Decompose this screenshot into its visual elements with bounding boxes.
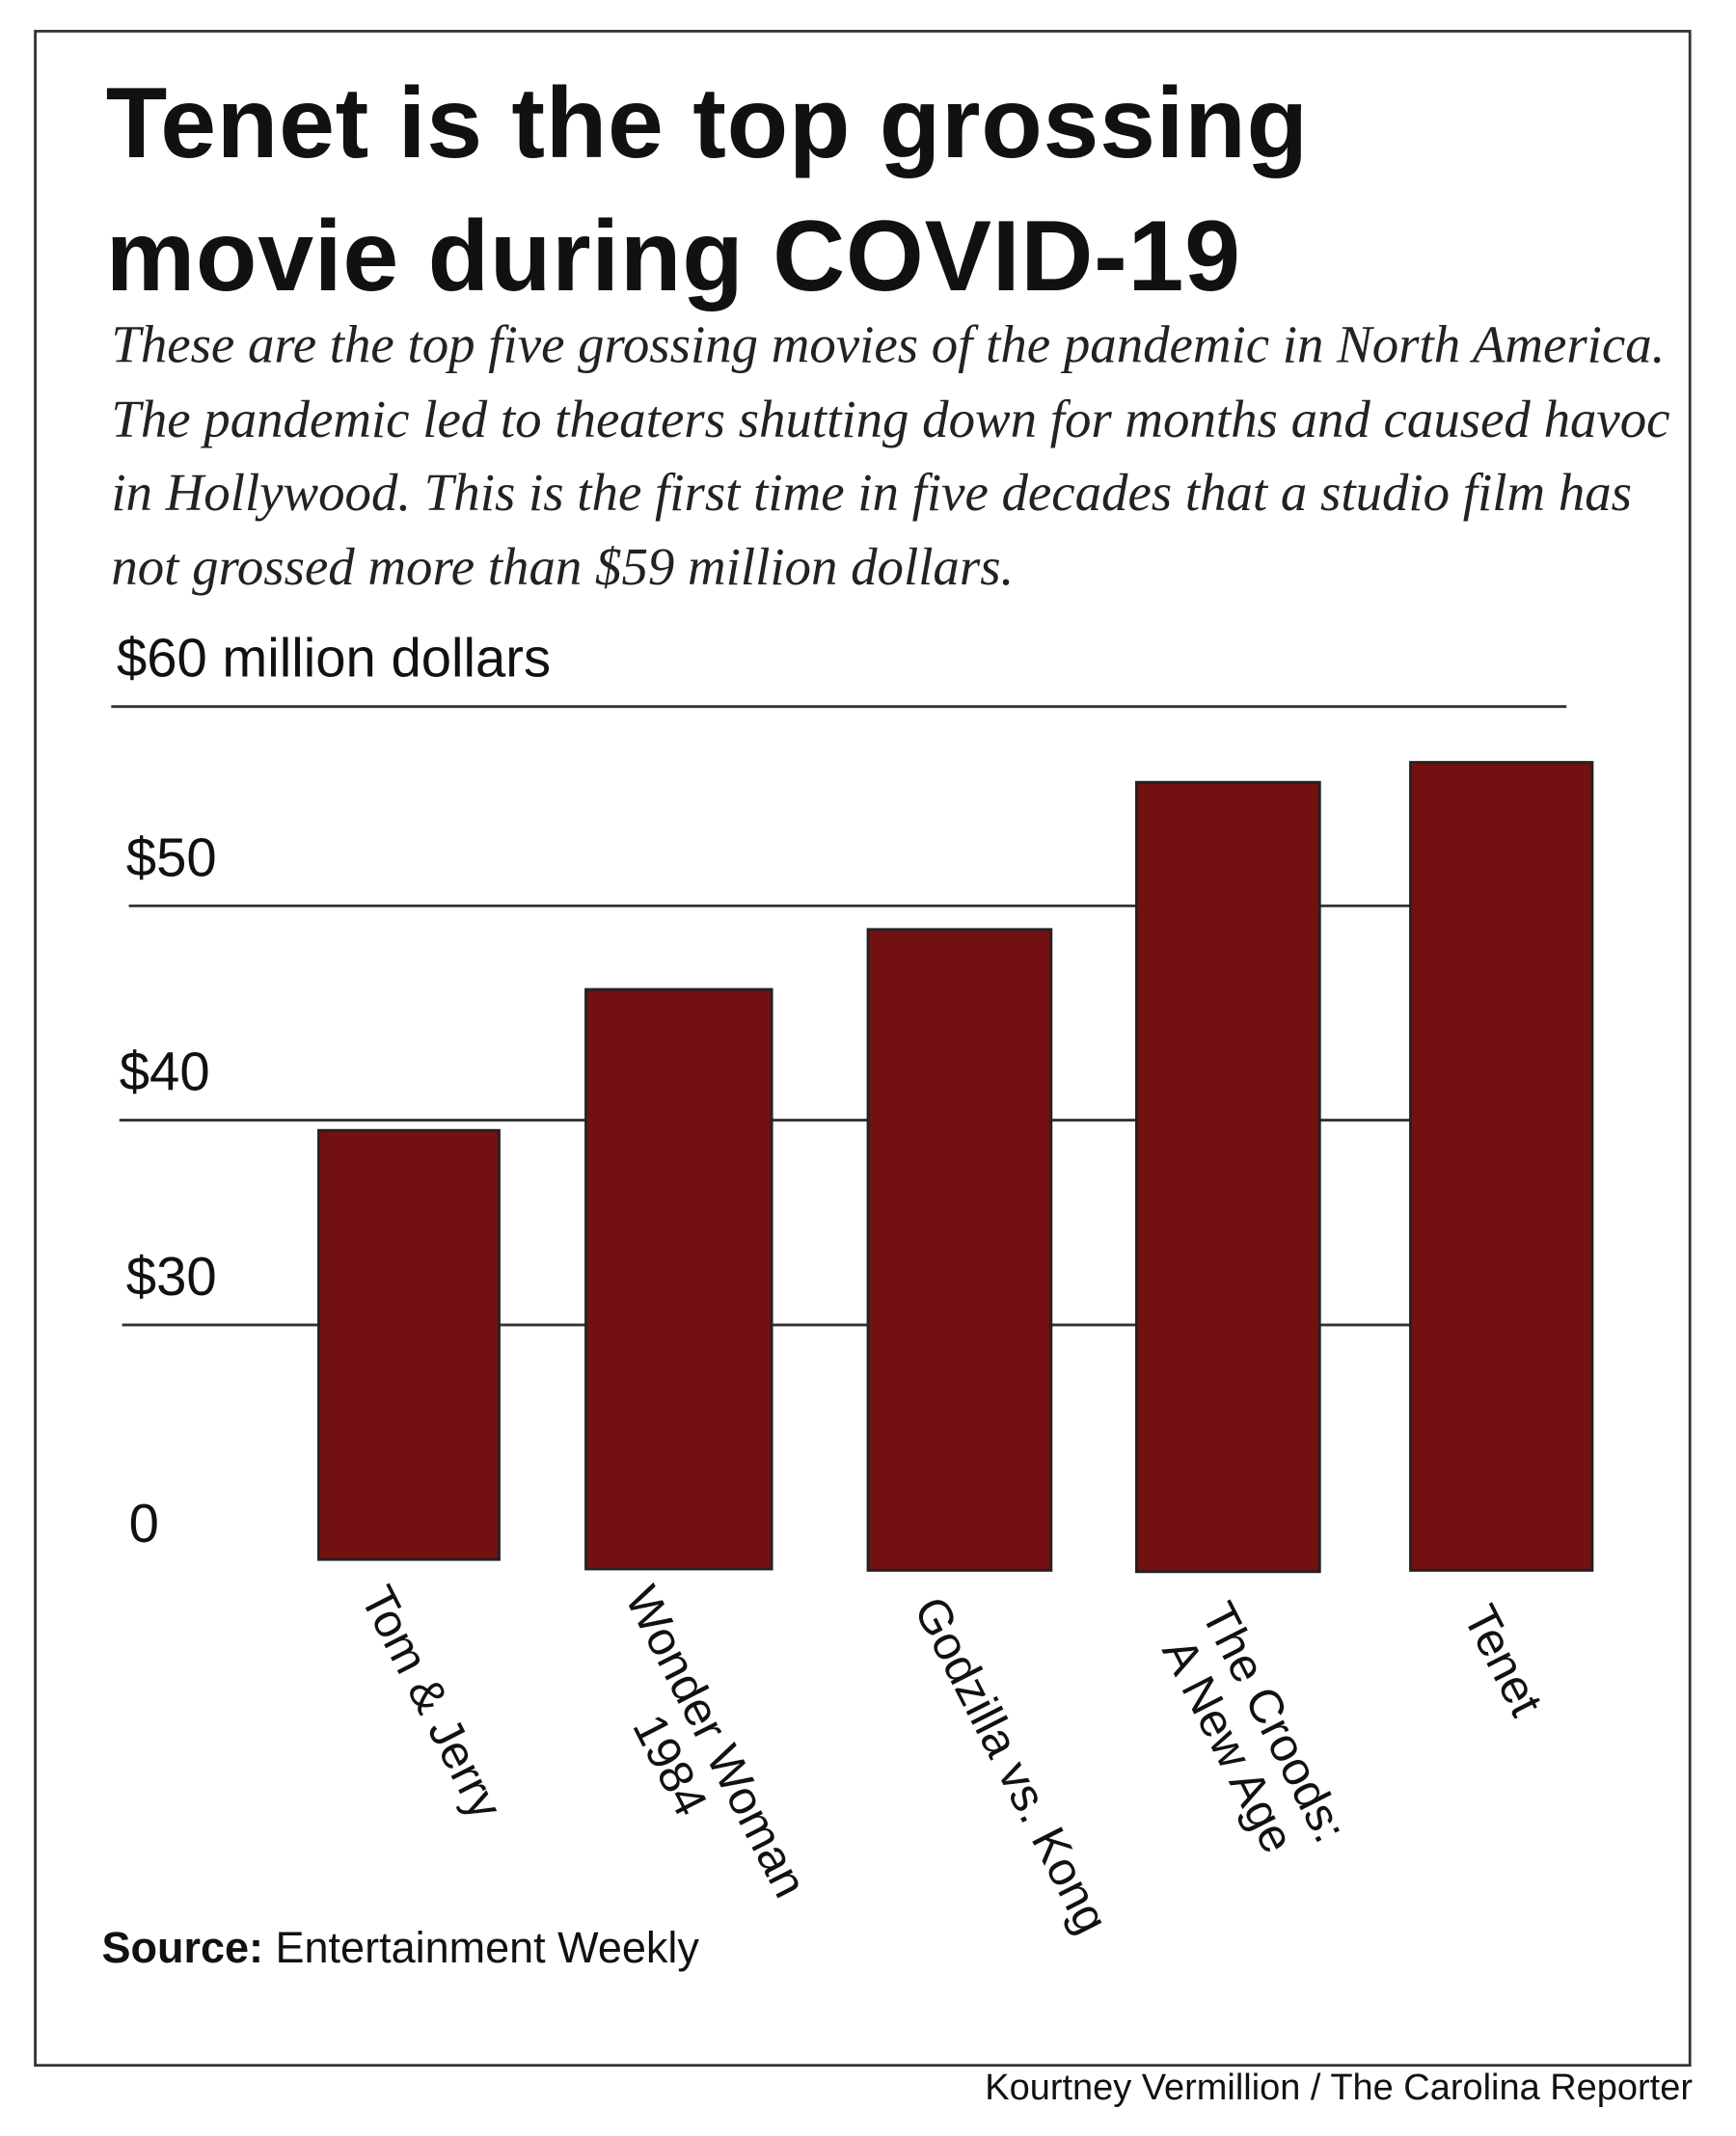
frame-border [34, 29, 1692, 2068]
y-tick-label-0: 0 [129, 1493, 159, 1554]
source-value: Entertainment Weekly [275, 1923, 699, 1972]
bar-4 [1409, 761, 1594, 1572]
y-tick-label-30: $30 [126, 1246, 217, 1307]
credit-line: Kourtney Vermillion / The Carolina Repor… [985, 2067, 1693, 2108]
bar-1 [584, 987, 773, 1571]
source-note: Source: Entertainment Weekly [101, 1923, 698, 1973]
bar-2 [866, 928, 1053, 1572]
chart-title: Tenet is the top grossing movie during CO… [106, 57, 1309, 323]
y-tick-label-60: $60 million dollars [117, 628, 551, 689]
bar-3 [1135, 780, 1321, 1574]
chart-subtitle: These are the top five grossing movies o… [111, 315, 1670, 597]
bar-0 [317, 1128, 501, 1561]
title-line-2: movie during COVID-19 [105, 199, 1241, 312]
y-tick-label-40: $40 [120, 1041, 210, 1102]
y-tick-label-50: $50 [126, 826, 217, 887]
source-label: Source: [101, 1923, 264, 1972]
title-line-1: Tenet is the top grossing [105, 66, 1309, 179]
